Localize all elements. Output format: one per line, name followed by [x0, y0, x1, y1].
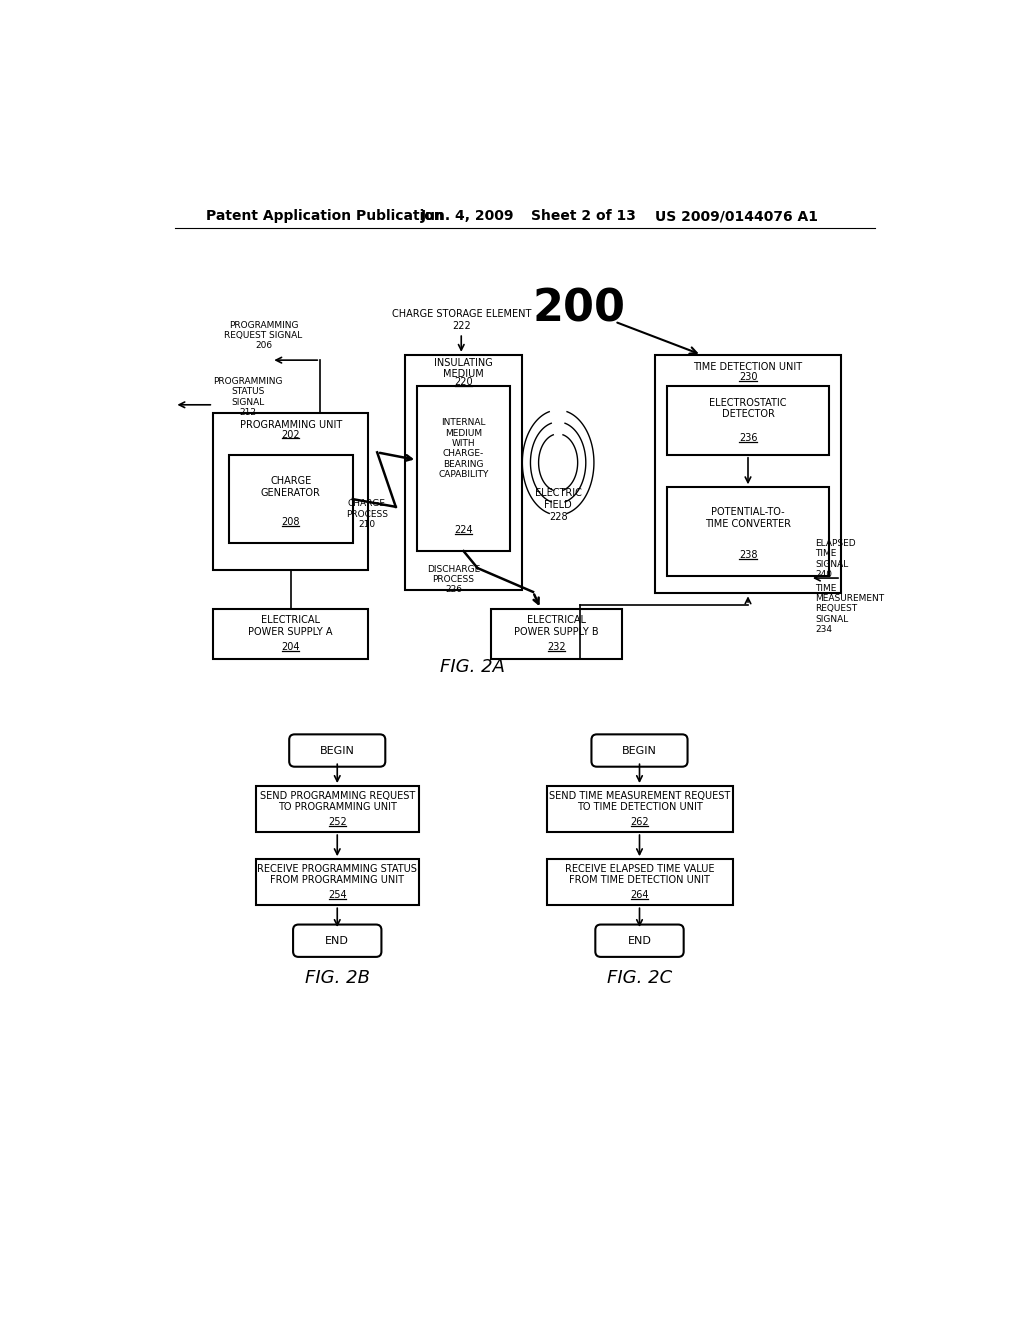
Text: 208: 208: [282, 517, 300, 527]
Text: ELECTRICAL
POWER SUPPLY B: ELECTRICAL POWER SUPPLY B: [514, 615, 599, 636]
Text: Jun. 4, 2009: Jun. 4, 2009: [421, 209, 514, 223]
FancyBboxPatch shape: [592, 734, 687, 767]
Text: ELECTRIC
FIELD
228: ELECTRIC FIELD 228: [535, 488, 582, 521]
Text: TIME
MEASUREMENT
REQUEST
SIGNAL
234: TIME MEASUREMENT REQUEST SIGNAL 234: [815, 583, 885, 634]
Text: CHARGE
PROCESS
210: CHARGE PROCESS 210: [346, 499, 388, 529]
Bar: [213, 412, 369, 570]
Text: 230: 230: [738, 372, 758, 381]
Text: INTERNAL
MEDIUM
WITH
CHARGE-
BEARING
CAPABILITY: INTERNAL MEDIUM WITH CHARGE- BEARING CAP…: [438, 418, 488, 479]
Text: US 2009/0144076 A1: US 2009/0144076 A1: [655, 209, 818, 223]
Bar: [490, 609, 623, 659]
Text: 238: 238: [738, 550, 758, 560]
Bar: [655, 355, 841, 594]
Text: PROGRAMMING
STATUS
SIGNAL
212: PROGRAMMING STATUS SIGNAL 212: [213, 378, 283, 417]
Text: RECEIVE PROGRAMMING STATUS
FROM PROGRAMMING UNIT: RECEIVE PROGRAMMING STATUS FROM PROGRAMM…: [257, 863, 417, 886]
Text: BEGIN: BEGIN: [319, 746, 354, 755]
Text: END: END: [628, 936, 651, 945]
Text: PROGRAMMING UNIT: PROGRAMMING UNIT: [240, 420, 342, 430]
Text: DISCHARGE
PROCESS
226: DISCHARGE PROCESS 226: [427, 565, 480, 594]
Text: 264: 264: [630, 890, 649, 900]
Text: ELAPSED
TIME
SIGNAL
240: ELAPSED TIME SIGNAL 240: [815, 539, 856, 579]
Text: CHARGE
GENERATOR: CHARGE GENERATOR: [261, 477, 321, 498]
Text: BEGIN: BEGIN: [622, 746, 657, 755]
Bar: [256, 859, 419, 906]
Text: 236: 236: [738, 433, 758, 444]
FancyBboxPatch shape: [595, 924, 684, 957]
Text: RECEIVE ELAPSED TIME VALUE
FROM TIME DETECTION UNIT: RECEIVE ELAPSED TIME VALUE FROM TIME DET…: [565, 863, 715, 886]
Text: Patent Application Publication: Patent Application Publication: [206, 209, 443, 223]
Text: FIG. 2B: FIG. 2B: [305, 969, 370, 987]
Text: TIME DETECTION UNIT: TIME DETECTION UNIT: [693, 362, 803, 372]
Text: 204: 204: [282, 643, 300, 652]
FancyBboxPatch shape: [293, 924, 381, 957]
Text: 252: 252: [328, 817, 347, 828]
Bar: [406, 355, 521, 590]
Text: 254: 254: [328, 890, 346, 900]
Bar: [547, 859, 732, 906]
Text: CHARGE STORAGE ELEMENT
222: CHARGE STORAGE ELEMENT 222: [391, 309, 530, 331]
Text: PROGRAMMING
REQUEST SIGNAL
206: PROGRAMMING REQUEST SIGNAL 206: [224, 321, 303, 350]
FancyBboxPatch shape: [289, 734, 385, 767]
Text: 202: 202: [282, 430, 300, 440]
Bar: [668, 487, 828, 576]
Text: 200: 200: [532, 286, 626, 330]
Text: END: END: [326, 936, 349, 945]
Text: Sheet 2 of 13: Sheet 2 of 13: [531, 209, 636, 223]
Bar: [213, 609, 369, 659]
Text: 232: 232: [547, 643, 566, 652]
Text: 262: 262: [630, 817, 649, 828]
Bar: [547, 785, 732, 832]
Text: 220: 220: [455, 376, 473, 387]
Text: ELECTRICAL
POWER SUPPLY A: ELECTRICAL POWER SUPPLY A: [249, 615, 333, 636]
Text: POTENTIAL-TO-
TIME CONVERTER: POTENTIAL-TO- TIME CONVERTER: [705, 507, 791, 529]
Text: SEND PROGRAMMING REQUEST
TO PROGRAMMING UNIT: SEND PROGRAMMING REQUEST TO PROGRAMMING …: [260, 791, 415, 812]
Bar: [228, 455, 352, 544]
Bar: [256, 785, 419, 832]
Text: ELECTROSTATIC
DETECTOR: ELECTROSTATIC DETECTOR: [710, 397, 786, 420]
Text: INSULATING
MEDIUM: INSULATING MEDIUM: [434, 358, 493, 379]
Text: SEND TIME MEASUREMENT REQUEST
TO TIME DETECTION UNIT: SEND TIME MEASUREMENT REQUEST TO TIME DE…: [549, 791, 730, 812]
Text: FIG. 2C: FIG. 2C: [607, 969, 672, 987]
Bar: [668, 385, 828, 455]
Text: 224: 224: [455, 525, 473, 536]
Text: FIG. 2A: FIG. 2A: [440, 657, 506, 676]
Bar: [417, 385, 510, 552]
